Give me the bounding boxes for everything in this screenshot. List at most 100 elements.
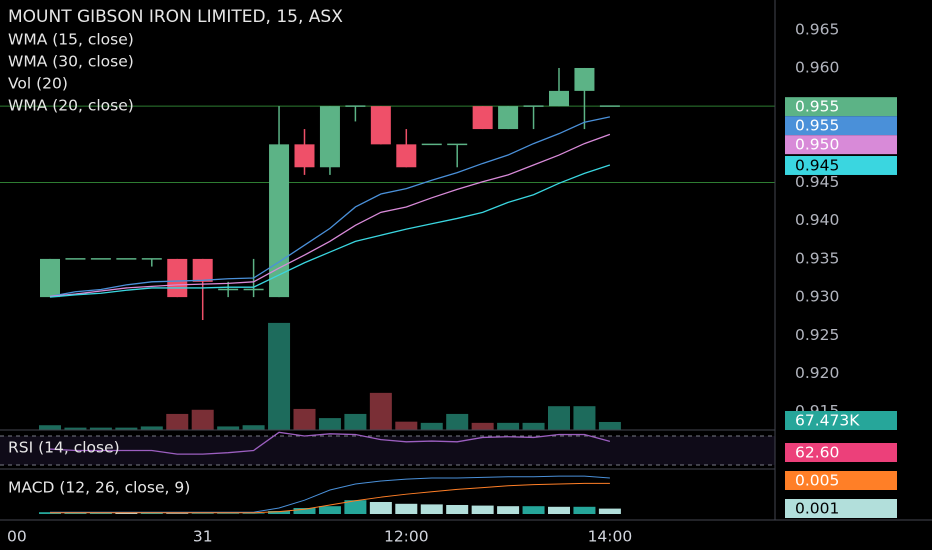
macd-histogram-bar — [268, 510, 291, 514]
macd-histogram-bar — [318, 506, 341, 514]
macd-histogram-bar — [573, 506, 596, 514]
macd-histogram-bar — [293, 507, 316, 514]
candle-body — [370, 106, 391, 145]
volume-bar — [318, 418, 341, 430]
macd-histogram-bar — [598, 508, 621, 514]
y-tick-label: 0.960 — [795, 58, 839, 76]
y-tick-label: 0.965 — [795, 20, 839, 38]
signal-line — [50, 482, 610, 514]
macd-histogram-bar — [420, 504, 443, 514]
volume-bar — [497, 422, 520, 430]
volume-bar — [166, 413, 189, 430]
volume-bar — [89, 427, 112, 430]
x-tick-label: 00 — [7, 528, 27, 546]
volume-bar — [471, 422, 494, 430]
macd-title: MACD (12, 26, close, 9) — [8, 479, 190, 497]
macd-histogram-bar — [166, 513, 189, 514]
macd-histogram-bar — [191, 513, 214, 514]
volume-last-label: 67.473K — [795, 412, 860, 430]
volume-bar — [115, 427, 138, 430]
legend-entry: WMA (15, close) — [8, 31, 134, 49]
ma-last-label: 0.950 — [795, 136, 839, 154]
y-tick-label: 0.935 — [795, 249, 839, 267]
volume-bar — [242, 425, 265, 430]
volume-bar — [446, 413, 469, 430]
candle-body — [40, 258, 60, 298]
macd-histogram-bar — [369, 501, 392, 514]
macd-histogram-bar — [217, 513, 240, 514]
rsi-last-label-box — [785, 443, 897, 462]
volume-bar — [369, 392, 392, 430]
volume-bar — [39, 425, 61, 430]
macd-histogram-bar — [395, 503, 418, 514]
y-tick-label: 0.920 — [795, 364, 839, 382]
volume-bar — [598, 421, 621, 430]
ma-last-label-box — [785, 155, 897, 175]
y-tick-label: 0.925 — [795, 326, 839, 344]
macd-histogram-bar — [140, 512, 163, 514]
candle-body — [498, 106, 519, 130]
candle-body — [549, 90, 569, 107]
candle-body — [319, 106, 340, 168]
macd-histogram-bar — [242, 513, 265, 514]
x-tick-label: 12:00 — [384, 528, 429, 546]
ma-line — [49, 164, 611, 298]
volume-bar — [573, 406, 596, 430]
rsi-title: RSI (14, close) — [8, 439, 120, 457]
candle-body — [472, 106, 493, 130]
candle-body — [396, 144, 417, 168]
y-tick-label: 0.945 — [795, 173, 839, 191]
ma-last-label-box — [785, 116, 897, 136]
ma-line — [49, 133, 611, 297]
ma-line — [49, 116, 611, 297]
macd-histogram-bar — [522, 506, 545, 514]
rsi-last-label: 62.60 — [795, 444, 839, 462]
volume-bar — [522, 422, 545, 430]
y-tick-label: 0.940 — [795, 211, 839, 229]
candle-body — [167, 258, 188, 298]
x-tick-label: 14:00 — [588, 528, 633, 546]
macd-histogram-bar — [446, 504, 469, 514]
volume-bar — [344, 413, 367, 430]
volume-bar — [293, 408, 316, 430]
label-layer: MOUNT GIBSON IRON LIMITED, 15, ASX WMA (… — [7, 7, 897, 546]
signal-last-label-box — [785, 471, 897, 490]
volume-bar — [217, 426, 240, 430]
ma-last-label: 0.955 — [795, 117, 839, 135]
plot-layer — [0, 67, 775, 514]
x-tick-label: 31 — [193, 528, 213, 546]
candle-body — [294, 144, 315, 168]
candle-body — [574, 67, 595, 91]
volume-bar — [191, 409, 214, 430]
macd-histogram-bar — [471, 505, 494, 514]
rsi-line — [49, 431, 611, 455]
last-price-label-box — [785, 97, 897, 117]
legend-entry: WMA (20, close) — [8, 97, 134, 115]
macd-histogram-bar — [497, 506, 520, 514]
candle-body — [192, 258, 213, 282]
volume-bar — [140, 426, 163, 430]
ma-last-label-box — [785, 135, 897, 155]
volume-bar — [64, 427, 87, 430]
histogram-last-label: 0.001 — [795, 500, 839, 518]
last-price-label: 0.955 — [795, 98, 839, 116]
macd-histogram-bar — [344, 500, 367, 514]
y-tick-label: 0.930 — [795, 288, 839, 306]
signal-last-label: 0.005 — [795, 472, 839, 490]
volume-bar — [268, 322, 291, 430]
candle-body — [269, 144, 290, 298]
volume-bar — [548, 406, 570, 430]
macd-line — [50, 475, 610, 513]
volume-bar — [395, 421, 418, 430]
chart-title: MOUNT GIBSON IRON LIMITED, 15, ASX — [8, 7, 343, 27]
macd-histogram-bar — [115, 512, 138, 514]
ma-last-label: 0.945 — [795, 156, 839, 174]
histogram-last-label-box — [785, 499, 897, 518]
legend-entry: Vol (20) — [8, 75, 68, 93]
volume-bar — [420, 422, 443, 430]
volume-last-label-box — [785, 411, 897, 430]
macd-histogram-bar — [548, 506, 570, 514]
